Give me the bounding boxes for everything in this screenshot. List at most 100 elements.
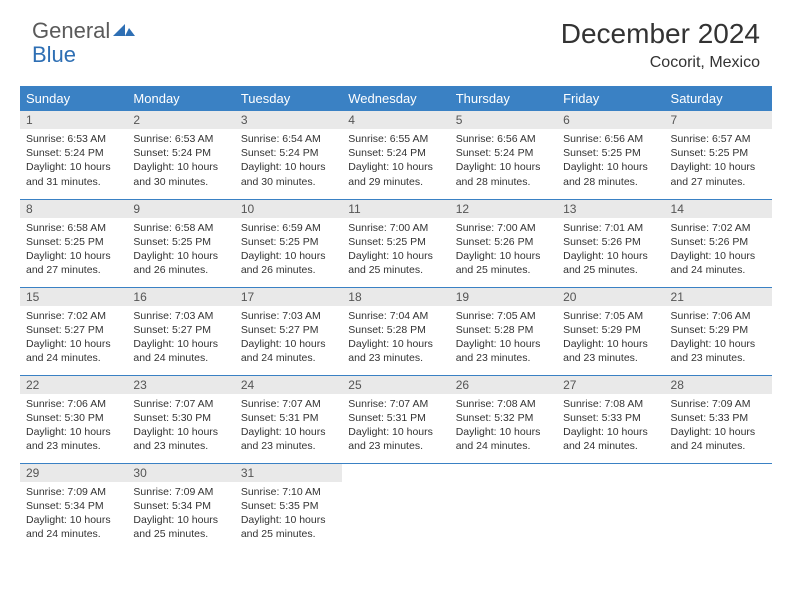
day-body: Sunrise: 7:07 AMSunset: 5:30 PMDaylight:… (127, 394, 234, 458)
day-body: Sunrise: 6:57 AMSunset: 5:25 PMDaylight:… (665, 129, 772, 193)
day-body: Sunrise: 6:59 AMSunset: 5:25 PMDaylight:… (235, 218, 342, 282)
calendar-cell: 27Sunrise: 7:08 AMSunset: 5:33 PMDayligh… (557, 375, 664, 463)
day-body: Sunrise: 7:01 AMSunset: 5:26 PMDaylight:… (557, 218, 664, 282)
day-header: Friday (557, 86, 664, 111)
calendar-cell: 18Sunrise: 7:04 AMSunset: 5:28 PMDayligh… (342, 287, 449, 375)
calendar-cell: 16Sunrise: 7:03 AMSunset: 5:27 PMDayligh… (127, 287, 234, 375)
day-body: Sunrise: 7:04 AMSunset: 5:28 PMDaylight:… (342, 306, 449, 370)
header: General December 2024 Cocorit, Mexico (0, 0, 792, 80)
calendar-cell: 21Sunrise: 7:06 AMSunset: 5:29 PMDayligh… (665, 287, 772, 375)
title-block: December 2024 Cocorit, Mexico (561, 18, 760, 72)
day-number: 6 (557, 111, 664, 129)
calendar-row: 15Sunrise: 7:02 AMSunset: 5:27 PMDayligh… (20, 287, 772, 375)
day-body: Sunrise: 6:53 AMSunset: 5:24 PMDaylight:… (20, 129, 127, 193)
day-number: 13 (557, 200, 664, 218)
day-number: 29 (20, 464, 127, 482)
calendar-cell: 31Sunrise: 7:10 AMSunset: 5:35 PMDayligh… (235, 463, 342, 551)
day-number: 18 (342, 288, 449, 306)
day-number: 28 (665, 376, 772, 394)
day-number: 27 (557, 376, 664, 394)
day-header: Thursday (450, 86, 557, 111)
day-body: Sunrise: 7:06 AMSunset: 5:30 PMDaylight:… (20, 394, 127, 458)
page-title: December 2024 (561, 18, 760, 50)
calendar-cell: 10Sunrise: 6:59 AMSunset: 5:25 PMDayligh… (235, 199, 342, 287)
day-number: 21 (665, 288, 772, 306)
day-header: Monday (127, 86, 234, 111)
calendar-row: 1Sunrise: 6:53 AMSunset: 5:24 PMDaylight… (20, 111, 772, 199)
calendar-cell: 2Sunrise: 6:53 AMSunset: 5:24 PMDaylight… (127, 111, 234, 199)
calendar-cell: 9Sunrise: 6:58 AMSunset: 5:25 PMDaylight… (127, 199, 234, 287)
day-body: Sunrise: 7:08 AMSunset: 5:32 PMDaylight:… (450, 394, 557, 458)
calendar-cell: 15Sunrise: 7:02 AMSunset: 5:27 PMDayligh… (20, 287, 127, 375)
calendar-row: 29Sunrise: 7:09 AMSunset: 5:34 PMDayligh… (20, 463, 772, 551)
calendar-cell: 4Sunrise: 6:55 AMSunset: 5:24 PMDaylight… (342, 111, 449, 199)
day-body: Sunrise: 6:56 AMSunset: 5:25 PMDaylight:… (557, 129, 664, 193)
calendar-cell (665, 463, 772, 551)
day-number: 16 (127, 288, 234, 306)
day-body: Sunrise: 7:03 AMSunset: 5:27 PMDaylight:… (127, 306, 234, 370)
day-number: 31 (235, 464, 342, 482)
day-body: Sunrise: 7:03 AMSunset: 5:27 PMDaylight:… (235, 306, 342, 370)
calendar-cell (342, 463, 449, 551)
day-body: Sunrise: 6:58 AMSunset: 5:25 PMDaylight:… (127, 218, 234, 282)
calendar-cell: 23Sunrise: 7:07 AMSunset: 5:30 PMDayligh… (127, 375, 234, 463)
day-number: 9 (127, 200, 234, 218)
calendar-cell: 8Sunrise: 6:58 AMSunset: 5:25 PMDaylight… (20, 199, 127, 287)
day-number: 3 (235, 111, 342, 129)
day-body: Sunrise: 7:09 AMSunset: 5:33 PMDaylight:… (665, 394, 772, 458)
calendar-cell: 19Sunrise: 7:05 AMSunset: 5:28 PMDayligh… (450, 287, 557, 375)
day-number: 5 (450, 111, 557, 129)
day-number: 23 (127, 376, 234, 394)
day-number: 24 (235, 376, 342, 394)
day-body: Sunrise: 6:55 AMSunset: 5:24 PMDaylight:… (342, 129, 449, 193)
day-body: Sunrise: 7:05 AMSunset: 5:28 PMDaylight:… (450, 306, 557, 370)
day-header: Tuesday (235, 86, 342, 111)
day-number: 25 (342, 376, 449, 394)
day-number: 15 (20, 288, 127, 306)
day-body: Sunrise: 6:54 AMSunset: 5:24 PMDaylight:… (235, 129, 342, 193)
day-body: Sunrise: 7:02 AMSunset: 5:27 PMDaylight:… (20, 306, 127, 370)
day-body: Sunrise: 7:02 AMSunset: 5:26 PMDaylight:… (665, 218, 772, 282)
calendar-cell: 5Sunrise: 6:56 AMSunset: 5:24 PMDaylight… (450, 111, 557, 199)
calendar-cell: 22Sunrise: 7:06 AMSunset: 5:30 PMDayligh… (20, 375, 127, 463)
day-number: 17 (235, 288, 342, 306)
day-body: Sunrise: 7:07 AMSunset: 5:31 PMDaylight:… (235, 394, 342, 458)
calendar-cell: 13Sunrise: 7:01 AMSunset: 5:26 PMDayligh… (557, 199, 664, 287)
calendar-cell: 20Sunrise: 7:05 AMSunset: 5:29 PMDayligh… (557, 287, 664, 375)
calendar-cell: 7Sunrise: 6:57 AMSunset: 5:25 PMDaylight… (665, 111, 772, 199)
day-number: 26 (450, 376, 557, 394)
day-body: Sunrise: 7:08 AMSunset: 5:33 PMDaylight:… (557, 394, 664, 458)
day-number: 14 (665, 200, 772, 218)
calendar-row: 8Sunrise: 6:58 AMSunset: 5:25 PMDaylight… (20, 199, 772, 287)
day-body: Sunrise: 7:07 AMSunset: 5:31 PMDaylight:… (342, 394, 449, 458)
calendar-cell: 17Sunrise: 7:03 AMSunset: 5:27 PMDayligh… (235, 287, 342, 375)
day-body: Sunrise: 7:10 AMSunset: 5:35 PMDaylight:… (235, 482, 342, 546)
day-number: 8 (20, 200, 127, 218)
day-number: 10 (235, 200, 342, 218)
calendar-cell: 26Sunrise: 7:08 AMSunset: 5:32 PMDayligh… (450, 375, 557, 463)
calendar-cell: 30Sunrise: 7:09 AMSunset: 5:34 PMDayligh… (127, 463, 234, 551)
day-body: Sunrise: 6:53 AMSunset: 5:24 PMDaylight:… (127, 129, 234, 193)
calendar-cell (557, 463, 664, 551)
day-number: 12 (450, 200, 557, 218)
day-body: Sunrise: 7:06 AMSunset: 5:29 PMDaylight:… (665, 306, 772, 370)
day-body: Sunrise: 7:09 AMSunset: 5:34 PMDaylight:… (127, 482, 234, 546)
day-number: 30 (127, 464, 234, 482)
calendar-cell: 28Sunrise: 7:09 AMSunset: 5:33 PMDayligh… (665, 375, 772, 463)
logo-mark-icon (113, 20, 135, 43)
calendar-cell: 1Sunrise: 6:53 AMSunset: 5:24 PMDaylight… (20, 111, 127, 199)
day-number: 2 (127, 111, 234, 129)
day-header-row: SundayMondayTuesdayWednesdayThursdayFrid… (20, 86, 772, 111)
day-body: Sunrise: 7:05 AMSunset: 5:29 PMDaylight:… (557, 306, 664, 370)
calendar-cell: 24Sunrise: 7:07 AMSunset: 5:31 PMDayligh… (235, 375, 342, 463)
day-header: Sunday (20, 86, 127, 111)
day-body: Sunrise: 7:00 AMSunset: 5:26 PMDaylight:… (450, 218, 557, 282)
calendar-cell: 6Sunrise: 6:56 AMSunset: 5:25 PMDaylight… (557, 111, 664, 199)
calendar-cell (450, 463, 557, 551)
day-number: 22 (20, 376, 127, 394)
calendar-cell: 29Sunrise: 7:09 AMSunset: 5:34 PMDayligh… (20, 463, 127, 551)
day-header: Wednesday (342, 86, 449, 111)
calendar-cell: 14Sunrise: 7:02 AMSunset: 5:26 PMDayligh… (665, 199, 772, 287)
day-number: 19 (450, 288, 557, 306)
calendar-cell: 3Sunrise: 6:54 AMSunset: 5:24 PMDaylight… (235, 111, 342, 199)
